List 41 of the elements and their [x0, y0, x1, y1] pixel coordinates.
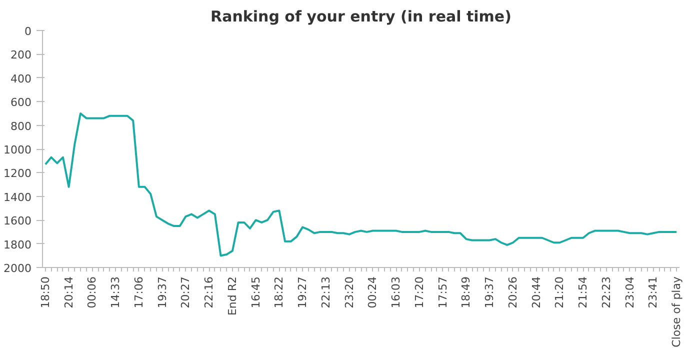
x-tick-label: 22:13	[319, 276, 332, 308]
y-tick-label: 0	[24, 25, 32, 38]
y-tick-label: 2000	[4, 262, 32, 275]
x-tick-label: Close of play	[670, 276, 684, 348]
x-tick-label: 22:23	[600, 276, 613, 308]
x-tick-label: 19:37	[483, 276, 496, 308]
x-tick-label: 21:20	[553, 276, 566, 308]
x-tick-label: 19:37	[156, 276, 169, 308]
x-tick-label: 17:20	[412, 276, 426, 308]
x-tick-label: 23:41	[646, 276, 660, 308]
y-tick-label: 1000	[4, 144, 32, 156]
x-tick-label: 17:06	[132, 276, 146, 308]
x-tick-label: 18:50	[38, 276, 52, 308]
x-tick-label: 19:27	[296, 276, 310, 308]
x-tick-label: 20:26	[506, 276, 520, 308]
y-tick-label: 400	[10, 72, 32, 86]
y-tick-label: 1800	[4, 238, 32, 252]
x-tick-label: 16:45	[249, 276, 262, 308]
x-tick-label: 23:04	[623, 276, 636, 308]
chart-title: Ranking of your entry (in real time)	[210, 8, 512, 26]
y-tick-label: 1200	[4, 167, 32, 180]
line-series	[44, 112, 678, 257]
x-tick-label: 20:27	[179, 276, 192, 308]
x-tick-label: 16:03	[390, 276, 403, 308]
y-tick-label: 600	[10, 96, 32, 110]
x-tick-label: 22:16	[202, 276, 216, 308]
x-tick-label: 20:44	[530, 276, 543, 308]
y-tick-label: 200	[10, 48, 32, 62]
x-tick-label: 20:14	[62, 276, 76, 308]
y-tick-label: 800	[10, 120, 32, 133]
x-tick-label: 18:49	[460, 276, 473, 308]
x-tick-label: 21:54	[576, 276, 590, 308]
y-tick-label: 1600	[4, 214, 32, 228]
x-tick-label: 00:24	[366, 276, 380, 308]
x-tick-label: 17:57	[436, 276, 450, 308]
x-tick-label: 00:06	[86, 276, 99, 308]
x-tick-label: End R2	[226, 276, 239, 316]
x-tick-label: 18:22	[272, 276, 286, 308]
y-tick-label: 1400	[4, 190, 32, 204]
x-tick-label: 23:20	[342, 276, 356, 308]
x-tick-label: 14:33	[109, 276, 122, 308]
